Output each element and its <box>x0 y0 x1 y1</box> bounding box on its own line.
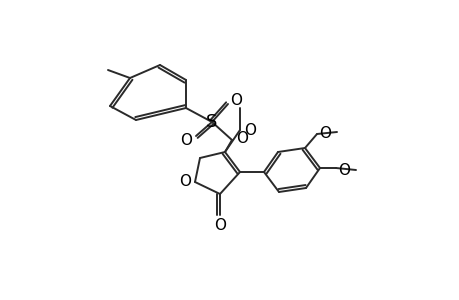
Text: O: O <box>243 122 256 137</box>
Text: O: O <box>179 175 190 190</box>
Text: O: O <box>318 125 330 140</box>
Text: O: O <box>179 133 191 148</box>
Text: O: O <box>235 130 247 146</box>
Text: O: O <box>230 92 241 107</box>
Text: O: O <box>337 163 349 178</box>
Text: S: S <box>206 113 217 131</box>
Text: O: O <box>213 218 225 232</box>
